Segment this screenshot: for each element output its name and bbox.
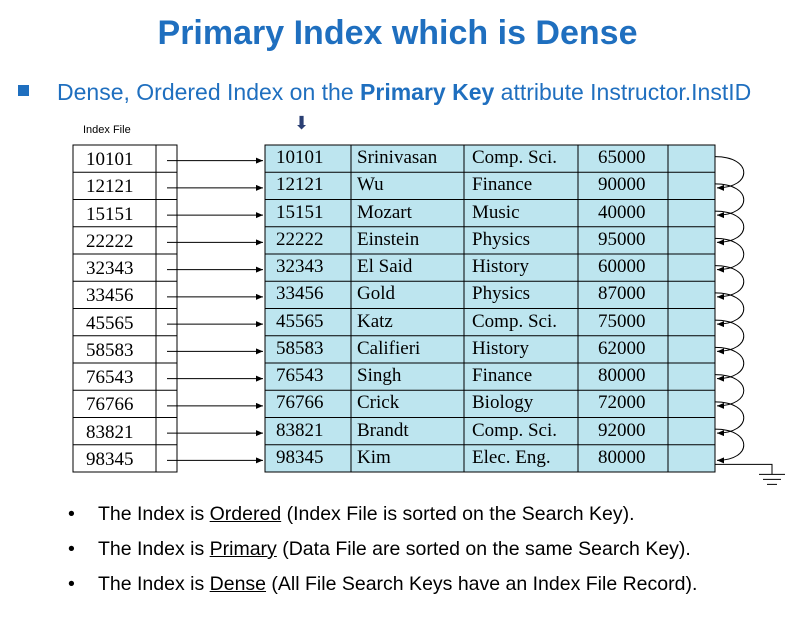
bullet-dot-icon: • [68, 503, 75, 525]
record-name: El Said [357, 256, 413, 277]
record-name: Mozart [357, 201, 412, 223]
record-id: 33456 [276, 283, 324, 305]
record-id: 15151 [276, 201, 324, 223]
next-record-pointer [714, 210, 745, 246]
record-salary: 60000 [598, 256, 646, 277]
index-key: 22222 [86, 230, 134, 252]
index-key: 98345 [86, 448, 134, 470]
record-id: 98345 [276, 446, 324, 468]
record-dept: Comp. Sci. [472, 419, 557, 441]
bullet-dot-icon: • [68, 573, 75, 595]
subtitle: Dense, Ordered Index on the Primary Key … [57, 79, 751, 106]
index-key: 83821 [86, 421, 134, 443]
record-name: Gold [357, 283, 395, 305]
subtitle-bold: Primary Key [360, 79, 495, 105]
record-id: 32343 [276, 256, 324, 277]
record-name: Kim [357, 446, 391, 468]
next-record-pointer [714, 319, 745, 355]
index-key: 45565 [86, 312, 134, 334]
record-salary: 92000 [598, 419, 646, 441]
next-record-pointer [714, 374, 745, 409]
record-salary: 95000 [598, 228, 646, 250]
bullet-text: (Data File are sorted on the same Search… [276, 538, 691, 560]
next-record-pointer [714, 292, 745, 328]
subtitle-suffix: attribute Instructor.InstID [494, 79, 752, 105]
bullet-keyword: Dense [209, 573, 267, 595]
record-name: Srinivasan [357, 147, 438, 168]
page-title: Primary Index which is Dense [157, 14, 638, 52]
record-name: Einstein [357, 228, 420, 250]
record-id: 12121 [276, 174, 324, 196]
bullet-item: • The Index is Primary (Data File are sor… [68, 538, 691, 561]
record-salary: 65000 [598, 147, 646, 168]
record-dept: History [472, 337, 529, 359]
index-key: 33456 [86, 285, 134, 307]
index-key: 10101 [86, 149, 134, 170]
record-id: 45565 [276, 310, 324, 332]
next-record-pointer [714, 183, 745, 219]
record-dept: Biology [472, 392, 534, 414]
record-salary: 40000 [598, 201, 646, 223]
next-record-pointer [714, 237, 745, 273]
record-salary: 75000 [598, 310, 646, 332]
next-record-pointer [714, 428, 745, 464]
bullet-item: • The Index is Ordered (Index File is sor… [68, 503, 635, 526]
record-dept: Music [472, 201, 520, 223]
next-record-pointer [714, 156, 745, 191]
record-dept: Comp. Sci. [472, 310, 557, 332]
index-key: 76543 [86, 367, 134, 388]
bullet-text: (All File Search Keys have an Index File… [266, 573, 698, 595]
bullet-keyword: Ordered [209, 503, 282, 525]
bullet-text: The Index is [98, 538, 210, 560]
record-name: Wu [357, 174, 384, 196]
record-salary: 80000 [598, 446, 646, 468]
bullet-text: The Index is [98, 503, 210, 525]
index-key: 12121 [86, 176, 134, 198]
record-id: 76766 [276, 392, 324, 414]
record-dept: Comp. Sci. [472, 147, 557, 168]
record-id: 22222 [276, 228, 324, 250]
record-name: Singh [357, 365, 402, 386]
record-dept: Elec. Eng. [472, 446, 551, 468]
record-id: 83821 [276, 419, 324, 441]
record-salary: 90000 [598, 174, 646, 196]
record-dept: Finance [472, 365, 533, 386]
next-record-pointer [714, 265, 745, 300]
down-arrow-icon: ⬇ [294, 113, 310, 133]
index-key: 58583 [86, 339, 134, 361]
record-salary: 87000 [598, 283, 646, 305]
bullet-text: (Index File is sorted on the Search Key)… [281, 503, 635, 525]
bullet-keyword: Primary [209, 538, 277, 560]
next-record-pointer [714, 346, 745, 382]
index-key: 76766 [86, 394, 134, 416]
record-name: Brandt [357, 419, 409, 441]
index-file-label: Index File [83, 124, 131, 136]
subtitle-prefix: Dense, Ordered Index on the [57, 79, 361, 105]
record-salary: 62000 [598, 337, 646, 359]
record-name: Califieri [357, 337, 421, 359]
index-key: 32343 [86, 258, 134, 279]
record-dept: Physics [472, 228, 531, 250]
record-salary: 72000 [598, 392, 646, 414]
bullet-text: The Index is [98, 573, 210, 595]
record-dept: History [472, 256, 529, 277]
record-salary: 80000 [598, 365, 646, 386]
square-bullet-icon [18, 85, 29, 96]
record-dept: Physics [472, 283, 531, 305]
record-name: Crick [357, 392, 400, 414]
record-id: 10101 [276, 147, 324, 168]
bullet-item: • The Index is Dense (All File Search Key… [68, 573, 697, 596]
bullet-dot-icon: • [68, 538, 75, 560]
record-name: Katz [357, 310, 393, 332]
index-key: 15151 [86, 203, 134, 225]
record-id: 58583 [276, 337, 324, 359]
record-id: 76543 [276, 365, 324, 386]
next-record-pointer [714, 401, 745, 437]
null-pointer-line [715, 463, 773, 475]
record-dept: Finance [472, 174, 533, 196]
